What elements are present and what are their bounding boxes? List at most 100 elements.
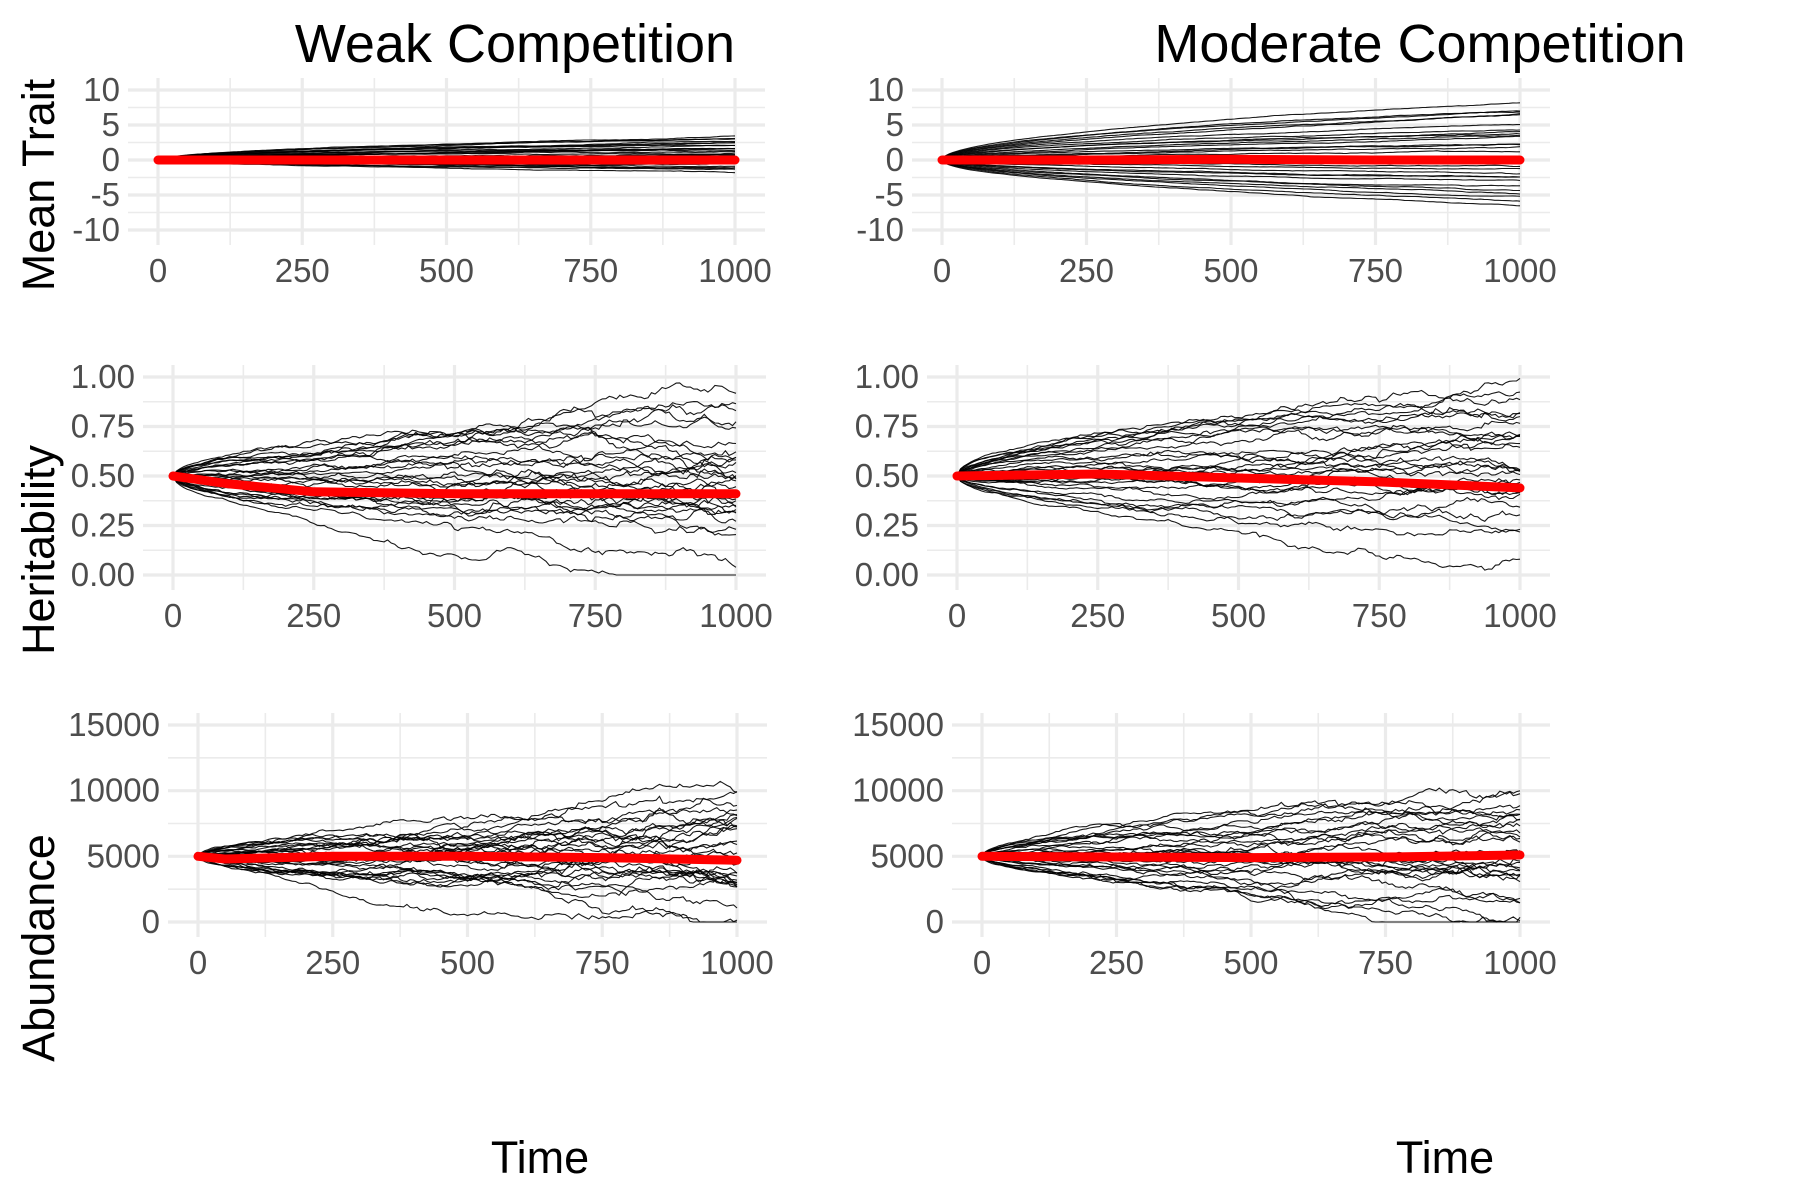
replicate-line [197, 826, 738, 857]
replicate-line [172, 453, 737, 477]
replicate-line [956, 426, 1520, 477]
column-title-moderate: Moderate Competition [1154, 14, 1685, 74]
replicate-line [941, 129, 1521, 161]
panel-moderate-heritability: 0 250 500 750 1000 0.00 0.25 0.50 0.75 1.00 [855, 358, 1557, 634]
replicate-line [941, 110, 1521, 161]
replicate-line [157, 140, 736, 161]
x-tick-label: 0 [189, 944, 207, 981]
replicate-line [941, 111, 1520, 161]
y-tick-label: 0.75 [855, 408, 919, 445]
y-tick-label: 0.00 [71, 556, 135, 593]
replicate-line [941, 134, 1521, 161]
replicate-line [981, 855, 1521, 873]
replicate-line [981, 808, 1521, 857]
replicate-line [956, 433, 1520, 477]
replicate-line [941, 102, 1521, 161]
x-tick-label: 500 [440, 944, 495, 981]
x-tick-label: 250 [275, 252, 330, 289]
replicate-line [172, 405, 737, 477]
mean-line [977, 850, 1525, 863]
replicate-line [172, 471, 737, 493]
replicate-line [197, 855, 737, 923]
y-tick-label: 15000 [852, 706, 944, 743]
x-tick-label: 250 [1089, 944, 1144, 981]
row-label-heritability: Heritability [13, 444, 64, 655]
replicate-line [941, 159, 1521, 207]
replicate-line [981, 810, 1521, 857]
x-tick-label: 250 [286, 597, 341, 634]
replicate-line [157, 144, 736, 161]
panel-weak-heritability: 0 250 500 750 1000 0.00 0.25 0.50 0.75 1.00 [71, 358, 773, 634]
replicate-line [956, 433, 1521, 477]
replicate-line [197, 825, 738, 859]
replicate-line [172, 432, 737, 482]
y-tick-label: 10 [83, 71, 120, 108]
x-tick-label: 750 [1352, 597, 1407, 634]
x-tick-label: 0 [149, 252, 167, 289]
y-tick-label: -10 [856, 211, 904, 248]
replicate-line [956, 475, 1521, 501]
y-tick-label: 10000 [68, 772, 160, 809]
y-tick-label: 10000 [852, 772, 944, 809]
y-tick-label: 5000 [87, 837, 160, 874]
y-tick-label: 1.00 [855, 358, 919, 395]
x-tick-label: 250 [1059, 252, 1114, 289]
x-tick-label: 1000 [700, 944, 773, 981]
x-tick-label: 0 [948, 597, 966, 634]
y-tick-label: 0 [142, 903, 160, 940]
x-tick-label: 750 [568, 597, 623, 634]
replicate-line [941, 159, 1521, 197]
replicate-line [172, 475, 737, 536]
y-tick-label: 15000 [68, 706, 160, 743]
y-tick-label: 0.00 [855, 556, 919, 593]
replicate-line [981, 855, 1521, 905]
replicate-line [956, 475, 1521, 519]
x-tick-label: 1000 [698, 252, 771, 289]
x-tick-label: 0 [973, 944, 991, 981]
replicate-line [172, 440, 737, 477]
replicate-line [956, 408, 1521, 477]
replicate-line [941, 143, 1520, 161]
replicate-line [981, 855, 1521, 881]
replicate-line [941, 143, 1521, 161]
x-tick-label: 500 [1223, 944, 1278, 981]
replicate-line [956, 377, 1521, 477]
replicate-line [956, 475, 1521, 494]
replicate-line [941, 124, 1520, 161]
replicate-line [157, 135, 736, 161]
y-tick-label: 5000 [871, 837, 944, 874]
replicate-line [981, 813, 1521, 857]
replicate-line [172, 466, 737, 492]
y-tick-label: 0 [886, 141, 904, 178]
replicate-line [197, 780, 738, 857]
mean-line [952, 469, 1525, 493]
replicate-line [981, 855, 1521, 904]
y-tick-label: -10 [72, 211, 120, 248]
y-tick-label: 5 [886, 106, 904, 143]
replicate-line [981, 855, 1521, 923]
replicate-line [956, 406, 1521, 477]
replicate-line [941, 159, 1521, 175]
replicate-line [172, 475, 737, 524]
replicate-line [172, 416, 737, 477]
x-tick-label: 0 [164, 597, 182, 634]
replicate-line [941, 131, 1521, 161]
replicate-line [956, 475, 1521, 537]
x-tick-label: 500 [419, 252, 474, 289]
replicate-line [956, 475, 1521, 571]
y-tick-label: 0.25 [855, 507, 919, 544]
replicate-line [956, 437, 1521, 477]
replicate-line [197, 824, 738, 857]
replicate-line [941, 159, 1521, 202]
column-title-weak: Weak Competition [295, 14, 735, 74]
y-tick-label: 0 [926, 903, 944, 940]
replicate-line [941, 159, 1521, 195]
x-tick-label: 0 [933, 252, 951, 289]
x-tick-label: 750 [563, 252, 618, 289]
